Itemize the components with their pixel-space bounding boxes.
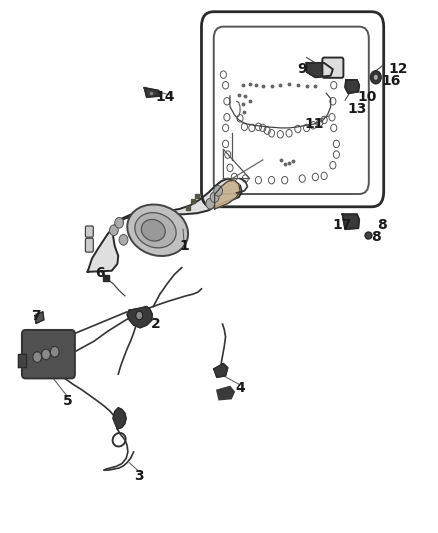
Polygon shape <box>127 306 152 328</box>
Text: 6: 6 <box>95 266 105 280</box>
FancyBboxPatch shape <box>22 330 75 378</box>
FancyBboxPatch shape <box>322 58 343 78</box>
Polygon shape <box>343 214 359 229</box>
Polygon shape <box>88 179 242 272</box>
Text: 5: 5 <box>63 394 73 408</box>
Polygon shape <box>18 354 26 367</box>
Circle shape <box>373 74 378 80</box>
Circle shape <box>50 346 59 357</box>
Circle shape <box>110 225 118 236</box>
FancyBboxPatch shape <box>85 226 93 237</box>
Circle shape <box>371 71 381 84</box>
Text: 9: 9 <box>297 62 307 76</box>
Text: 4: 4 <box>235 381 245 395</box>
Ellipse shape <box>141 220 165 241</box>
Polygon shape <box>345 80 359 93</box>
Text: 3: 3 <box>134 469 144 483</box>
Polygon shape <box>145 88 160 97</box>
Polygon shape <box>214 364 228 377</box>
Polygon shape <box>217 386 234 400</box>
Ellipse shape <box>127 205 188 256</box>
Circle shape <box>206 198 215 209</box>
Text: 12: 12 <box>389 62 408 76</box>
Text: 8: 8 <box>371 230 381 244</box>
Circle shape <box>136 311 143 320</box>
Circle shape <box>115 217 124 228</box>
Polygon shape <box>215 180 240 209</box>
Text: 17: 17 <box>332 218 351 232</box>
Text: 11: 11 <box>305 117 324 131</box>
Circle shape <box>214 185 223 196</box>
Polygon shape <box>35 312 44 324</box>
Text: 14: 14 <box>156 90 175 104</box>
Text: 8: 8 <box>377 218 387 232</box>
Circle shape <box>33 352 42 362</box>
Circle shape <box>210 192 219 203</box>
Polygon shape <box>113 408 126 429</box>
Text: 7: 7 <box>31 309 41 322</box>
Polygon shape <box>307 63 333 77</box>
Text: 16: 16 <box>381 74 400 88</box>
Circle shape <box>42 349 50 360</box>
Text: 2: 2 <box>151 317 160 330</box>
Circle shape <box>119 235 128 245</box>
Text: 10: 10 <box>357 90 377 104</box>
FancyBboxPatch shape <box>85 238 93 252</box>
Text: 1: 1 <box>179 239 189 253</box>
Text: 13: 13 <box>348 102 367 116</box>
Ellipse shape <box>135 213 176 248</box>
